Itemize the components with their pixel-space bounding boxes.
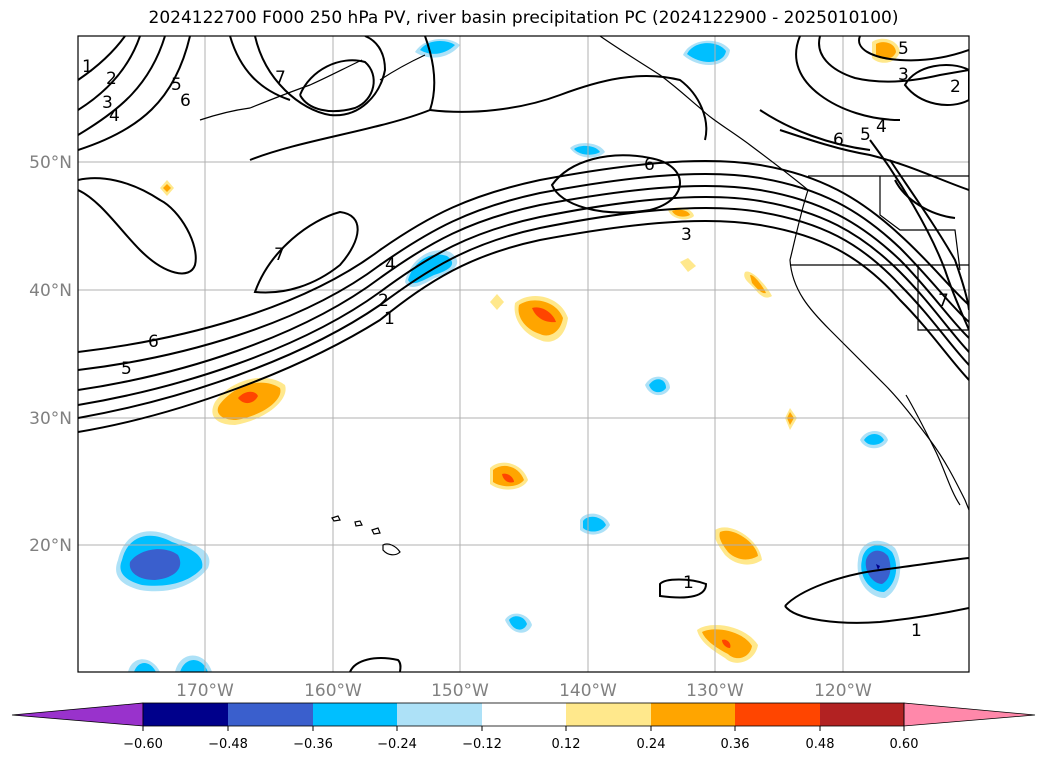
- contour-label: 1: [911, 621, 922, 641]
- colorbar-tick-label: 0.36: [721, 737, 750, 752]
- colorbar-extend-high: [903, 702, 1036, 727]
- contour-label: 5: [171, 75, 182, 95]
- colorbar-segment: [735, 703, 820, 726]
- contour-labels: 1 2 3 4 5 6 7 1 2 3 4 5 6 7 1 1 3 5 6 2 …: [82, 39, 961, 641]
- colorbar: −0.60 −0.48 −0.36 −0.24 −0.12 0.12 0.24 …: [11, 702, 1036, 752]
- lon-label-130w: 130°W: [686, 681, 744, 701]
- contour-label: 6: [148, 332, 159, 352]
- contour-label: 3: [898, 65, 909, 85]
- lat-label-50n: 50°N: [29, 153, 72, 173]
- contour-label: 6: [180, 91, 191, 111]
- colorbar-extend-low: [11, 702, 144, 727]
- colorbar-tick-label: −0.48: [208, 737, 248, 752]
- contour-label: 4: [876, 117, 887, 137]
- colorbar-tick-label: 0.12: [552, 737, 581, 752]
- contour-label: 7: [274, 245, 285, 265]
- colorbar-segment: [482, 703, 566, 726]
- colorbar-tick-label: −0.24: [377, 737, 417, 752]
- colorbar-ticks: [142, 726, 905, 731]
- colorbar-segment: [651, 703, 735, 726]
- colorbar-tick-label: 0.48: [806, 737, 835, 752]
- contour-label: 1: [82, 57, 93, 77]
- lon-label-140w: 140°W: [559, 681, 617, 701]
- contour-label: 3: [681, 225, 692, 245]
- colorbar-frame: [142, 702, 905, 727]
- colorbar-tick-label: 0.24: [637, 737, 666, 752]
- contour-label: 7: [275, 68, 286, 88]
- contour-label: 5: [121, 359, 132, 379]
- contour-label: 1: [683, 573, 694, 593]
- colorbar-tick-label: −0.36: [293, 737, 333, 752]
- contour-label: 6: [833, 130, 844, 150]
- colorbar-segment: [820, 703, 904, 726]
- colorbar-segment: [143, 703, 228, 726]
- colorbar-tick-label: −0.12: [462, 737, 502, 752]
- map-title: 2024122700 F000 250 hPa PV, river basin …: [148, 8, 899, 28]
- colorbar-segment: [397, 703, 482, 726]
- lon-label-160w: 160°W: [304, 681, 362, 701]
- latitude-labels: 50°N 40°N 30°N 20°N: [29, 153, 72, 556]
- contour-label: 5: [898, 39, 909, 59]
- contour-label: 4: [385, 255, 396, 275]
- lat-label-20n: 20°N: [29, 536, 72, 556]
- contour-label: 2: [950, 77, 961, 97]
- contour-label: 5: [860, 125, 871, 145]
- contour-label: 3: [102, 93, 113, 113]
- colorbar-tick-label: 0.60: [890, 737, 919, 752]
- lat-label-30n: 30°N: [29, 409, 72, 429]
- colorbar-tick-label: −0.60: [123, 737, 163, 752]
- lat-label-40n: 40°N: [29, 281, 72, 301]
- contour-label: 6: [644, 155, 655, 175]
- longitude-labels: 170°W 160°W 150°W 140°W 130°W 120°W: [176, 681, 872, 701]
- contour-label: 2: [106, 69, 117, 89]
- contour-label: 4: [109, 106, 120, 126]
- pv-contours: [78, 36, 969, 672]
- colorbar-segment: [566, 703, 651, 726]
- contour-label: 7: [938, 291, 949, 311]
- map-frame: [77, 35, 970, 673]
- lon-label-170w: 170°W: [176, 681, 234, 701]
- precip-shading: [116, 38, 901, 672]
- graticule: [78, 36, 969, 672]
- contour-label: 2: [378, 291, 389, 311]
- colorbar-segment: [313, 703, 397, 726]
- coastlines: [199, 36, 969, 556]
- lon-label-150w: 150°W: [431, 681, 489, 701]
- colorbar-segment: [228, 703, 313, 726]
- contour-label: 1: [384, 309, 395, 329]
- lon-label-120w: 120°W: [814, 681, 872, 701]
